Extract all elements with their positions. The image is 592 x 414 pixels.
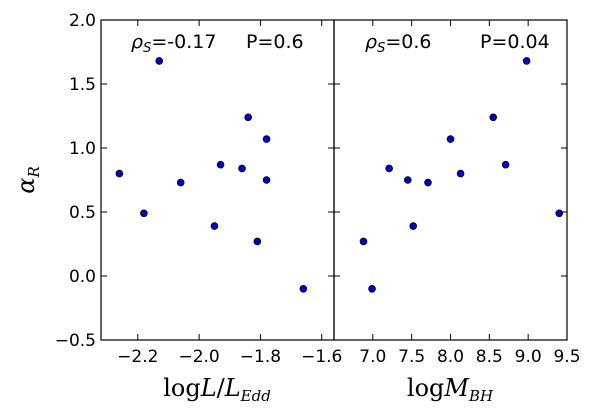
- data-point: [244, 113, 252, 122]
- data-point: [489, 113, 498, 122]
- x-tick-label: −2.0: [178, 347, 219, 367]
- data-point: [140, 209, 148, 218]
- x-tick-label: −2.2: [117, 347, 158, 367]
- right-rho-annotation: ρS=0.6: [365, 31, 431, 56]
- left-p-annotation: P=0.6: [246, 31, 304, 53]
- right-p-annotation: P=0.04: [480, 31, 550, 53]
- data-point: [368, 284, 376, 293]
- y-tick-label: 2.0: [69, 11, 96, 31]
- x-tick-label: −1.8: [240, 347, 281, 367]
- data-point: [501, 160, 510, 169]
- data-point: [262, 135, 271, 143]
- data-point: [115, 169, 124, 178]
- data-point: [262, 176, 271, 184]
- data-point: [176, 178, 185, 187]
- left-rho-annotation: ρS=-0.17: [131, 31, 216, 56]
- right-panel-frame: [333, 19, 568, 341]
- data-point: [555, 209, 564, 218]
- x-tick-label: 7.0: [359, 347, 386, 367]
- data-point: [385, 164, 393, 173]
- data-point: [403, 176, 412, 184]
- right-x-axis-label: logMBH: [407, 374, 494, 405]
- y-tick-label: 0.0: [69, 267, 96, 287]
- y-tick-label: 1.5: [69, 75, 96, 95]
- y-tick-label: −0.5: [55, 331, 96, 351]
- data-point: [216, 160, 225, 169]
- data-point: [210, 222, 219, 230]
- y-axis-label: αR: [12, 166, 43, 194]
- data-point: [253, 237, 262, 246]
- data-point: [155, 57, 164, 65]
- data-point: [424, 178, 432, 187]
- y-tick-label: 1.0: [69, 139, 96, 159]
- x-tick-label: 7.5: [398, 347, 425, 367]
- x-tick-label: 9.0: [515, 347, 542, 367]
- data-point: [359, 237, 368, 246]
- x-tick-label: −1.6: [301, 347, 342, 367]
- data-point: [446, 135, 455, 143]
- data-point: [522, 57, 531, 65]
- data-point: [238, 164, 246, 173]
- x-tick-label: 9.5: [553, 347, 580, 367]
- x-tick-label: 8.5: [476, 347, 503, 367]
- data-point: [409, 222, 418, 230]
- left-x-axis-label: logL/LEdd: [163, 374, 271, 405]
- y-tick-label: 0.5: [69, 203, 96, 223]
- data-point: [299, 284, 308, 293]
- left-panel-frame: [100, 19, 335, 341]
- data-point: [456, 169, 465, 178]
- x-tick-label: 8.0: [437, 347, 464, 367]
